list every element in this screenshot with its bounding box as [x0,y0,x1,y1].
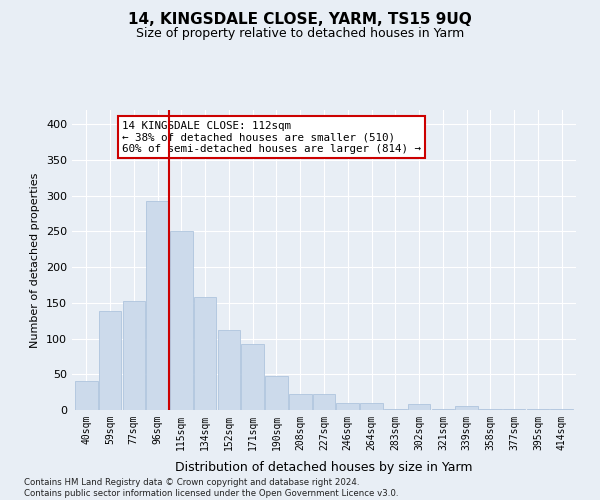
Bar [360,403,383,410]
Y-axis label: Number of detached properties: Number of detached properties [31,172,40,348]
Text: Contains HM Land Registry data © Crown copyright and database right 2024.
Contai: Contains HM Land Registry data © Crown c… [24,478,398,498]
Text: 14 KINGSDALE CLOSE: 112sqm
← 38% of detached houses are smaller (510)
60% of sem: 14 KINGSDALE CLOSE: 112sqm ← 38% of deta… [122,120,421,154]
Bar [313,394,335,410]
Text: Size of property relative to detached houses in Yarm: Size of property relative to detached ho… [136,28,464,40]
Text: 14, KINGSDALE CLOSE, YARM, TS15 9UQ: 14, KINGSDALE CLOSE, YARM, TS15 9UQ [128,12,472,28]
Bar [122,300,145,410]
Bar [75,382,98,410]
Bar [170,232,193,410]
Bar [99,312,121,410]
Bar [241,344,264,410]
Bar [265,376,288,410]
Bar [218,330,240,410]
Bar [550,408,573,410]
X-axis label: Distribution of detached houses by size in Yarm: Distribution of detached houses by size … [175,461,473,474]
Bar [194,297,217,410]
Bar [408,404,430,410]
Bar [289,394,311,410]
Bar [146,202,169,410]
Bar [503,408,526,410]
Bar [337,403,359,410]
Bar [455,406,478,410]
